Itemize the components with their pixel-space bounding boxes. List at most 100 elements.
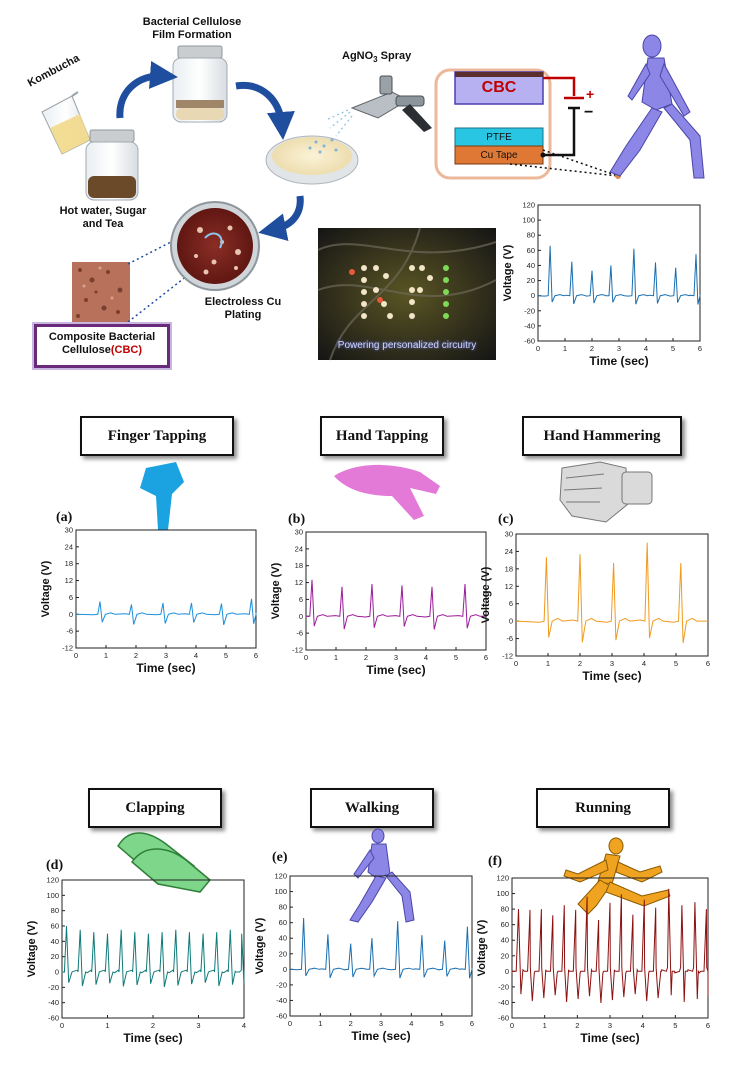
led-photo — [317, 227, 497, 361]
y-tick-label: 100 — [496, 889, 509, 898]
panel-label-b: (b) — [288, 512, 306, 527]
x-tick-label: 0 — [74, 651, 78, 660]
series-line — [537, 245, 701, 305]
x-tick-label: 1 — [543, 1021, 547, 1030]
clapping-box: Clapping — [88, 788, 222, 828]
series-line — [289, 917, 473, 979]
cu-plating-label: Electroless Cu Plating — [204, 296, 282, 321]
film-jar-icon — [172, 45, 228, 123]
x-tick-label: 5 — [454, 653, 458, 662]
y-tick-label: -6 — [66, 627, 73, 636]
y-tick-label: 80 — [527, 231, 535, 240]
x-tick-label: 4 — [642, 659, 646, 668]
x-tick-label: 5 — [440, 1019, 444, 1028]
panel-label-c: (c) — [498, 512, 514, 527]
plot-frame — [305, 531, 487, 651]
y-tick-label: 6 — [69, 593, 73, 602]
x-tick-label: 0 — [288, 1019, 292, 1028]
y-tick-label: 100 — [274, 887, 287, 896]
x-axis-label: Time (sec) — [589, 354, 648, 368]
x-tick-label: 6 — [706, 1021, 710, 1030]
x-tick-label: 0 — [304, 653, 308, 662]
chart-f: -60 -40 -20 0 20 40 60 80 100 120 0 1 2 3 4 5 6 Time (sec… — [476, 874, 710, 1046]
x-tick-label: 4 — [641, 1021, 645, 1030]
agno3-label: AgNO3 Spray — [342, 50, 412, 65]
cbc-label: Composite Bacterial Cellulose(CBC) — [48, 331, 156, 356]
x-tick-label: 3 — [617, 344, 621, 353]
hot-water-label: Hot water, Sugar and Tea — [59, 205, 147, 230]
y-tick-label: -20 — [276, 980, 287, 989]
x-axis-label: Time (sec) — [123, 1031, 182, 1045]
panel-label-a: (a) — [56, 510, 73, 525]
y-tick-label: 100 — [46, 891, 59, 900]
x-tick-label: 1 — [318, 1019, 322, 1028]
x-tick-label: 4 — [242, 1021, 246, 1030]
y-tick-label: -60 — [276, 1012, 287, 1021]
cu-petri-icon — [170, 201, 260, 291]
cbc-layer-label: CBC — [481, 79, 517, 96]
y-tick-label: 0 — [283, 965, 287, 974]
y-tick-label: 20 — [51, 952, 59, 961]
x-tick-label: 1 — [334, 653, 338, 662]
y-tick-label: 20 — [501, 951, 509, 960]
y-tick-label: 18 — [295, 561, 303, 570]
y-tick-label: -60 — [524, 337, 535, 346]
arrow-icon — [235, 81, 295, 140]
film-dish-icon — [265, 135, 359, 185]
ptfe-layer-label: PTFE — [486, 131, 512, 143]
y-tick-label: -60 — [498, 1014, 509, 1023]
y-tick-label: 40 — [279, 934, 287, 943]
x-tick-label: 3 — [608, 1021, 612, 1030]
y-axis-label: Voltage (V) — [26, 920, 38, 977]
y-tick-label: 18 — [65, 559, 73, 568]
y-tick-label: 30 — [295, 528, 303, 537]
x-tick-label: 0 — [536, 344, 540, 353]
y-tick-label: 0 — [531, 291, 535, 300]
arrow-icon — [258, 195, 304, 241]
x-tick-label: 0 — [60, 1021, 64, 1030]
arrow-icon — [116, 60, 178, 119]
x-tick-label: 2 — [134, 651, 138, 660]
y-tick-label: 120 — [496, 874, 509, 883]
x-tick-label: 3 — [164, 651, 168, 660]
x-tick-label: 1 — [105, 1021, 109, 1030]
y-tick-label: 30 — [505, 530, 513, 539]
x-tick-label: 1 — [546, 659, 550, 668]
series-line — [515, 542, 708, 644]
series-line — [61, 925, 245, 988]
x-tick-label: 2 — [349, 1019, 353, 1028]
y-tick-label: -20 — [48, 983, 59, 992]
y-axis-label: Voltage (V) — [476, 919, 488, 976]
y-tick-label: 18 — [505, 564, 513, 573]
y-tick-label: -12 — [62, 644, 73, 653]
y-tick-label: 60 — [279, 918, 287, 927]
y-tick-label: 20 — [527, 276, 535, 285]
walking-figure-icon — [609, 34, 705, 179]
y-tick-label: -60 — [48, 1014, 59, 1023]
hand-hammering-box: Hand Hammering — [522, 416, 682, 456]
y-tick-label: 12 — [505, 582, 513, 591]
y-tick-label: 80 — [501, 905, 509, 914]
y-tick-label: 6 — [299, 595, 303, 604]
series-line — [511, 888, 709, 1004]
y-tick-label: 0 — [69, 610, 73, 619]
x-tick-label: 2 — [590, 344, 594, 353]
cbc-label-box: Composite Bacterial Cellulose(CBC) — [34, 324, 170, 368]
device-schematic — [434, 68, 621, 180]
x-tick-label: 5 — [673, 1021, 677, 1030]
led-caption: Powering personalized circuitry — [337, 340, 477, 351]
chart-e: -60 -40 -20 0 20 40 60 80 100 120 0 1 2 3 4 5 6 Time (sec… — [254, 872, 474, 1044]
x-tick-label: 6 — [698, 344, 702, 353]
x-tick-label: 4 — [409, 1019, 413, 1028]
y-tick-label: 24 — [65, 542, 73, 551]
kombucha-cup-icon — [41, 91, 91, 155]
x-tick-label: 3 — [379, 1019, 383, 1028]
y-tick-label: 80 — [279, 903, 287, 912]
y-tick-label: 20 — [279, 949, 287, 958]
y-tick-label: 40 — [501, 936, 509, 945]
x-tick-label: 2 — [364, 653, 368, 662]
plot-frame — [75, 529, 257, 649]
